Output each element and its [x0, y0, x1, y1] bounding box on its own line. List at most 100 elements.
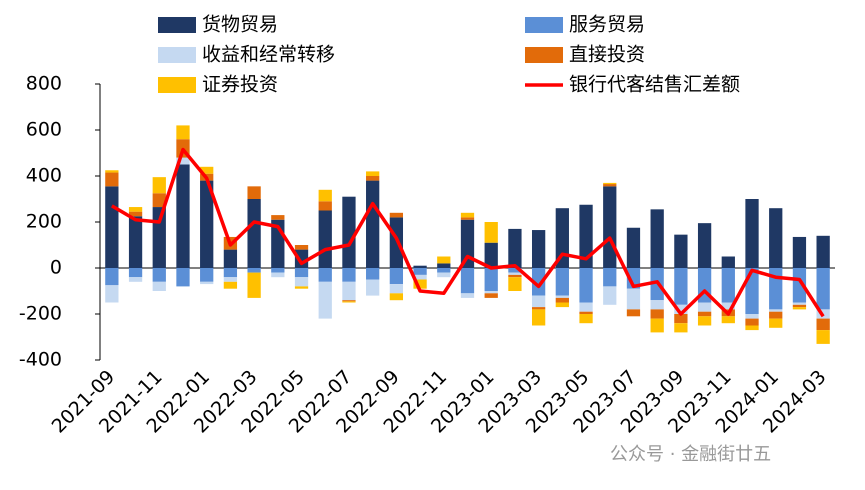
- bar-segment: [200, 281, 214, 285]
- bar-segment: [294, 268, 309, 278]
- bar-segment: [508, 272, 522, 275]
- bar-segment: [697, 302, 712, 312]
- legend-label: 证券投资: [202, 74, 278, 96]
- bar-segment: [555, 295, 569, 298]
- y-tick-label: 0: [50, 257, 62, 279]
- y-tick-label: 400: [26, 165, 62, 187]
- bar-segment: [697, 223, 712, 268]
- bar-segment: [721, 256, 735, 268]
- bar-segment: [745, 318, 759, 326]
- bar-segment: [389, 268, 404, 285]
- bar-segment: [247, 186, 261, 199]
- bar-segment: [271, 215, 285, 220]
- bar-segment: [721, 268, 735, 303]
- bar-segment: [318, 210, 332, 268]
- bar-segment: [697, 311, 712, 317]
- bar-segment: [484, 293, 498, 298]
- bar-segment: [792, 236, 807, 268]
- bar-segment: [200, 180, 214, 268]
- legend-swatch: [158, 77, 196, 93]
- legend-swatch: [525, 17, 563, 33]
- legend-swatch: [158, 47, 196, 63]
- bar-segment: [555, 268, 569, 296]
- bar-segment: [650, 209, 664, 268]
- bar-segment: [626, 227, 641, 268]
- bar-segment: [555, 208, 569, 268]
- bar-segment: [460, 217, 475, 220]
- bar-segment: [105, 268, 119, 286]
- bar-segment: [484, 291, 498, 294]
- bar-segment: [294, 245, 309, 250]
- bar-segment: [626, 288, 641, 310]
- bar-segment: [413, 268, 427, 275]
- bar-segment: [318, 281, 332, 319]
- bar-segment: [223, 249, 238, 268]
- bar-segment: [105, 172, 119, 187]
- bar-segment: [247, 272, 261, 298]
- bar-segment: [745, 314, 759, 319]
- bar-segment: [484, 268, 498, 291]
- bar-segment: [366, 176, 380, 181]
- bar-segment: [745, 268, 759, 314]
- bar-segment: [176, 157, 190, 165]
- bar-segment: [128, 207, 143, 212]
- bar-segment: [508, 228, 522, 268]
- bar-segment: [792, 304, 807, 308]
- bar-segment: [721, 316, 735, 324]
- bar-segment: [816, 330, 830, 344]
- bar-segment: [152, 207, 166, 268]
- bar-segment: [389, 293, 404, 301]
- bar-segment: [579, 302, 593, 312]
- legend-label: 直接投资: [569, 44, 645, 66]
- bar-segment: [152, 281, 166, 291]
- bar-segment: [579, 314, 593, 324]
- bar-segment: [271, 272, 285, 278]
- bar-segment: [579, 311, 593, 314]
- bar-segment: [508, 274, 522, 278]
- bar-segment: [128, 277, 143, 282]
- bar-segment: [413, 279, 427, 289]
- bar-segment: [128, 216, 143, 268]
- bar-segment: [674, 314, 688, 324]
- y-tick-label: 600: [26, 119, 62, 141]
- bar-segment: [200, 166, 214, 174]
- bar-segment: [318, 268, 332, 282]
- bar-segment: [484, 242, 498, 268]
- bar-segment: [294, 277, 309, 287]
- bar-segment: [176, 164, 190, 268]
- bar-segment: [247, 199, 261, 268]
- line: [110, 147, 825, 318]
- bar-segment: [745, 325, 759, 331]
- watermark: 公众号 · 金融街廿五: [610, 444, 771, 465]
- bar-segment: [460, 212, 475, 218]
- bar-segment: [650, 318, 664, 333]
- bar-segment: [603, 286, 617, 305]
- bar-segment: [697, 316, 712, 326]
- bar-segment: [816, 235, 830, 268]
- bar-segment: [650, 309, 664, 319]
- bar-segment: [342, 301, 356, 303]
- bar-segment: [342, 281, 356, 301]
- bar-segment: [531, 268, 546, 296]
- legend-swatch: [525, 47, 563, 63]
- y-tick-label: 800: [26, 73, 62, 95]
- bar-segment: [484, 222, 498, 243]
- bar-segment: [223, 281, 238, 289]
- legend-label: 服务贸易: [569, 14, 645, 36]
- y-tick-label: 200: [26, 211, 62, 233]
- bar-segment: [579, 204, 593, 268]
- bar-segment: [247, 268, 261, 273]
- bar-segment: [555, 302, 569, 308]
- bar-segment: [460, 268, 475, 294]
- bar-segment: [342, 300, 356, 302]
- bar-segment: [603, 268, 617, 287]
- legend-label: 收益和经常转移: [202, 44, 335, 66]
- bar-segment: [603, 186, 617, 268]
- bar-segment: [176, 125, 190, 140]
- bar-segment: [366, 279, 380, 296]
- bar-segment: [152, 268, 166, 282]
- bar-segment: [579, 268, 593, 303]
- bar-segment: [531, 295, 546, 308]
- bar-segment: [674, 323, 688, 333]
- bar-segment: [105, 186, 119, 268]
